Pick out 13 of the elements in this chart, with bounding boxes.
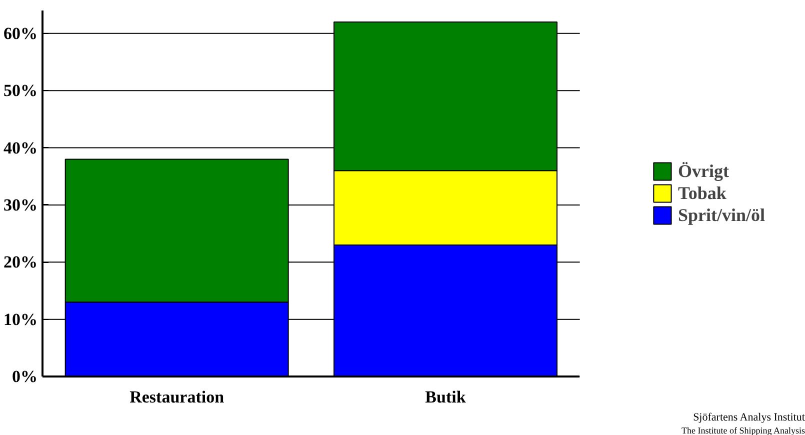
y-tick-label: 10% xyxy=(4,310,38,329)
legend-label: Tobak xyxy=(678,182,726,204)
y-tick-label: 0% xyxy=(12,367,38,386)
x-tick-label: Butik xyxy=(425,388,466,406)
x-tick-label: Restauration xyxy=(130,388,225,406)
y-tick-label: 50% xyxy=(4,81,38,100)
legend-label: Sprit/vin/öl xyxy=(678,204,765,226)
legend-label: Övrigt xyxy=(678,160,729,182)
y-tick-label: 60% xyxy=(4,24,38,43)
y-tick-label: 40% xyxy=(4,138,38,158)
y-tick-label: 30% xyxy=(4,195,38,214)
y-tick-label: 20% xyxy=(4,252,38,272)
text: Sjöfartens Analys Institut xyxy=(693,412,805,424)
